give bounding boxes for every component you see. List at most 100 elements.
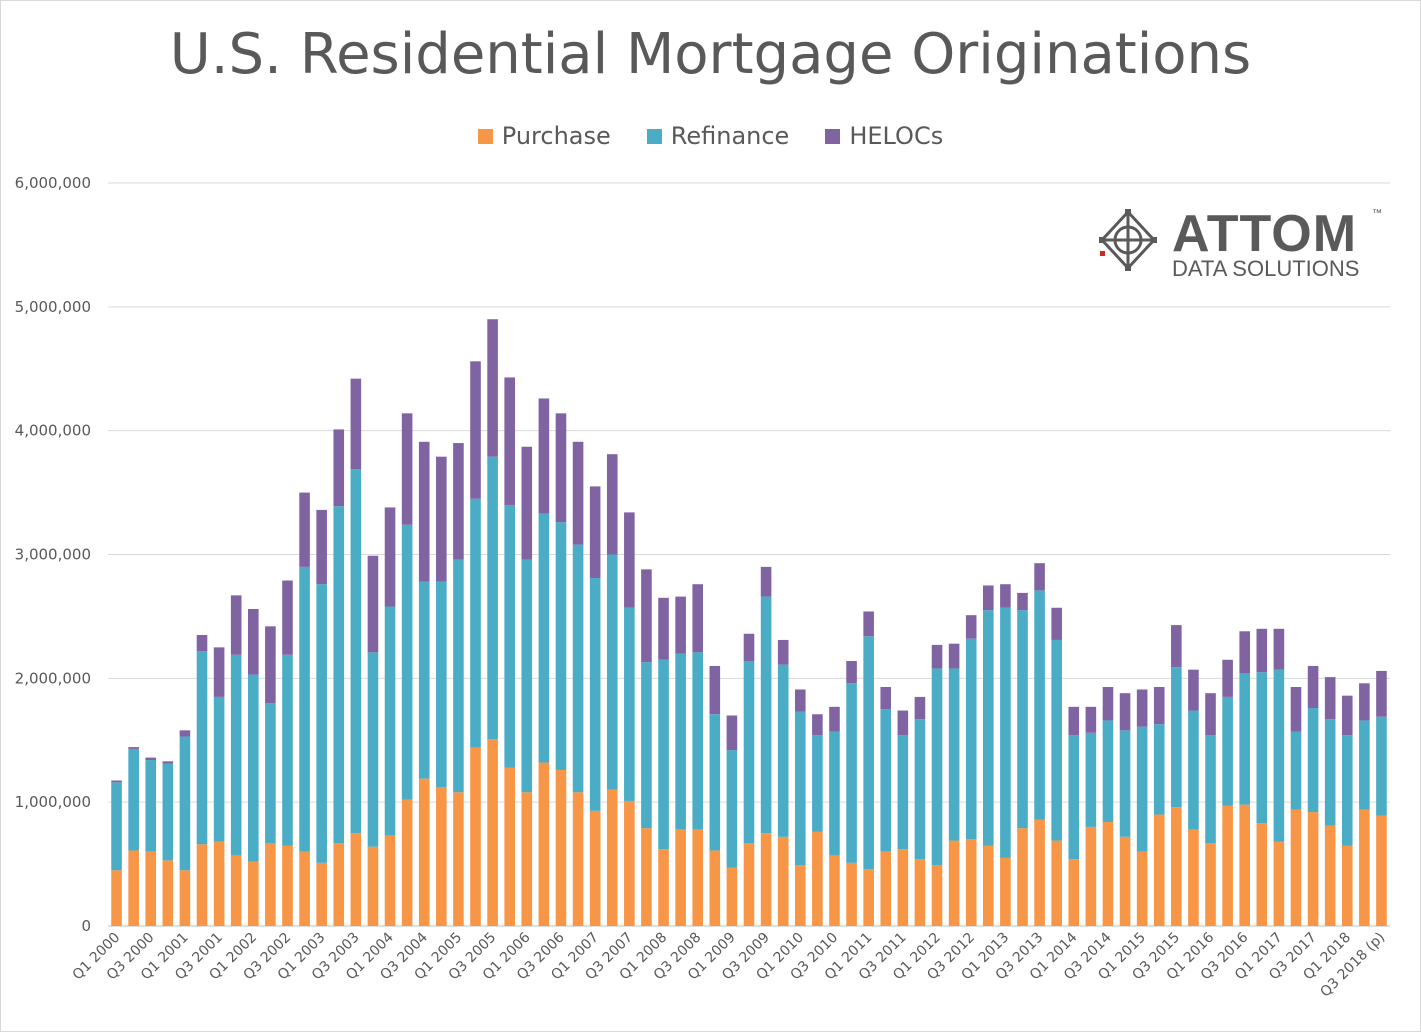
bar-purchase xyxy=(572,792,584,926)
bar-refinance xyxy=(145,760,157,852)
bar-purchase xyxy=(914,859,926,926)
bar-purchase xyxy=(555,769,567,926)
bar-refinance xyxy=(880,709,892,852)
bar-helocs xyxy=(1068,706,1080,736)
bar-refinance xyxy=(948,668,960,841)
bar-refinance xyxy=(367,652,379,847)
bar-helocs xyxy=(965,615,977,639)
bar-refinance xyxy=(1085,732,1097,827)
bar-helocs xyxy=(453,443,464,560)
legend-item-helocs: HELOCs xyxy=(825,122,943,150)
bar-helocs xyxy=(1000,584,1011,608)
bar-helocs xyxy=(1307,665,1319,709)
bar-purchase xyxy=(1376,815,1387,926)
bar-refinance xyxy=(709,714,721,851)
bar-helocs xyxy=(1273,628,1285,670)
bar-purchase xyxy=(179,870,191,926)
bar-refinance xyxy=(692,652,704,830)
bar-helocs xyxy=(1171,625,1182,668)
bar-helocs xyxy=(555,413,567,523)
bar-purchase xyxy=(1153,814,1165,926)
bar-helocs xyxy=(265,626,276,704)
bar-helocs xyxy=(145,757,157,761)
bar-purchase xyxy=(1341,845,1353,926)
bar-purchase xyxy=(487,739,498,926)
bar-purchase xyxy=(521,792,533,926)
bar-purchase xyxy=(436,787,447,926)
bar-purchase xyxy=(931,865,943,926)
bar-helocs xyxy=(213,647,225,697)
bar-purchase xyxy=(726,867,738,926)
bar-purchase xyxy=(606,789,618,926)
legend-label-purchase: Purchase xyxy=(501,122,611,150)
bar-refinance xyxy=(470,498,481,748)
bar-purchase xyxy=(247,861,259,926)
bar-refinance xyxy=(213,696,225,842)
bar-refinance xyxy=(965,638,977,840)
bar-helocs xyxy=(504,377,515,505)
bar-refinance xyxy=(265,703,276,844)
legend: Purchase Refinance HELOCs xyxy=(0,122,1421,150)
bar-refinance xyxy=(1188,710,1199,830)
bar-refinance xyxy=(504,504,515,768)
bar-purchase xyxy=(1239,804,1251,926)
bar-purchase xyxy=(1034,819,1045,926)
bar-helocs xyxy=(1324,677,1336,720)
bar-purchase xyxy=(743,843,755,926)
bar-purchase xyxy=(692,829,704,926)
bar-helocs xyxy=(282,580,293,655)
attom-logo-icon xyxy=(1099,209,1157,271)
bar-helocs xyxy=(436,456,447,582)
bar-refinance xyxy=(179,736,191,871)
bar-refinance xyxy=(1171,667,1182,808)
bar-helocs xyxy=(812,714,823,736)
bar-refinance xyxy=(418,581,430,779)
legend-label-helocs: HELOCs xyxy=(849,122,944,150)
y-tick-label: 5,000,000 xyxy=(15,298,91,316)
bar-helocs xyxy=(179,730,191,737)
bar-refinance xyxy=(983,610,994,846)
bar-helocs xyxy=(1256,628,1268,673)
bar-refinance xyxy=(1307,708,1319,813)
bar-purchase xyxy=(624,800,635,926)
brand-name: ATTOM xyxy=(1172,205,1358,263)
bar-helocs xyxy=(777,639,789,665)
bar-purchase xyxy=(1102,821,1114,926)
bar-refinance xyxy=(521,559,533,793)
bar-helocs xyxy=(1341,695,1353,736)
legend-swatch-refinance xyxy=(646,128,662,144)
bar-purchase xyxy=(846,862,857,926)
bar-refinance xyxy=(1222,696,1233,806)
bar-purchase xyxy=(265,843,276,926)
bar-refinance xyxy=(606,554,618,790)
bar-helocs xyxy=(247,608,259,675)
bar-helocs xyxy=(931,644,943,669)
bar-purchase xyxy=(213,841,225,926)
bar-refinance xyxy=(1205,735,1216,844)
bar-helocs xyxy=(401,413,413,525)
brand-subtitle: DATA SOLUTIONS xyxy=(1172,256,1360,281)
y-tick-label: 6,000,000 xyxy=(15,174,91,192)
bar-refinance xyxy=(282,654,293,846)
bar-refinance xyxy=(1256,672,1268,824)
bar-helocs xyxy=(641,569,652,663)
bar-helocs xyxy=(1017,592,1028,611)
bar-purchase xyxy=(111,870,122,926)
bar-purchase xyxy=(1273,841,1285,926)
y-tick-label: 3,000,000 xyxy=(15,546,91,564)
legend-item-purchase: Purchase xyxy=(477,122,611,150)
bar-refinance xyxy=(829,731,840,856)
bar-purchase xyxy=(794,865,806,926)
bar-purchase xyxy=(145,851,157,926)
bar-helocs xyxy=(1290,687,1302,732)
bar-refinance xyxy=(624,607,635,801)
bar-refinance xyxy=(1017,610,1028,829)
bar-purchase xyxy=(641,828,652,926)
bar-refinance xyxy=(743,660,755,844)
bar-helocs xyxy=(589,486,601,579)
bar-helocs xyxy=(521,446,533,560)
bar-helocs xyxy=(1085,706,1097,733)
bar-helocs xyxy=(760,566,772,597)
bar-helocs xyxy=(1188,669,1199,711)
bar-refinance xyxy=(1153,724,1165,815)
